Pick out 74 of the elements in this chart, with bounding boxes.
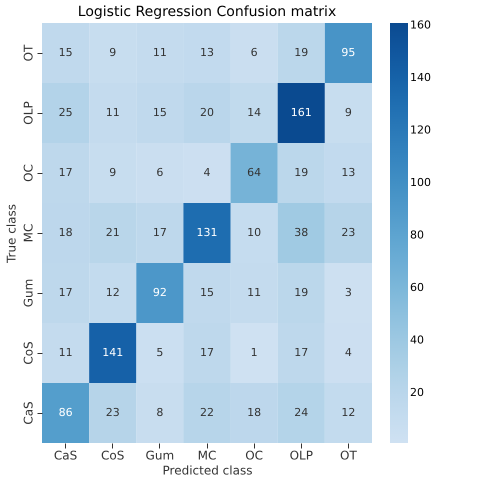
data-label: 38 [294, 226, 308, 239]
color-bar-label: 160 [410, 18, 431, 32]
x-tick-label: CoS [101, 448, 124, 462]
x-tick-label: OLP [290, 448, 313, 462]
data-label: 10 [247, 226, 262, 239]
data-label: 21 [106, 226, 120, 239]
x-tick-label: MC [198, 448, 216, 462]
x-tick-label: OT [340, 448, 358, 462]
color-bar-label: 60 [410, 281, 424, 294]
data-label: 18 [247, 406, 262, 419]
y-axis-title: True class [4, 204, 18, 264]
color-bar-label: 20 [410, 386, 424, 400]
data-label: 12 [341, 406, 356, 419]
data-label: 141 [102, 346, 124, 359]
y-tick-label: MC [22, 224, 36, 242]
data-label: 4 [344, 346, 352, 359]
data-label: 13 [341, 166, 356, 179]
data-label: 5 [156, 346, 164, 359]
data-label: 95 [341, 46, 356, 59]
data-label: 11 [58, 346, 73, 359]
data-label: 17 [200, 346, 214, 359]
data-label: 19 [294, 286, 308, 299]
data-label: 11 [152, 46, 167, 59]
y-tick-label: OT [22, 44, 36, 62]
chart-title: Logistic Regression Confusion matrix [78, 4, 336, 20]
data-label: 13 [200, 46, 214, 59]
data-label: 14 [247, 106, 262, 119]
data-label: 131 [196, 226, 218, 239]
data-label: 86 [58, 406, 73, 419]
data-label: 8 [156, 406, 164, 419]
data-label: 11 [247, 286, 262, 299]
data-label: 22 [200, 406, 214, 419]
data-label: 15 [200, 286, 214, 299]
color-bar-label: 100 [410, 176, 431, 190]
y-tick-label: OLP [22, 101, 36, 125]
x-tick-label: CaS [54, 448, 78, 462]
data-label: 18 [58, 226, 73, 239]
data-label: 6 [250, 46, 258, 59]
data-label: 24 [294, 406, 308, 419]
data-label: 19 [294, 46, 308, 59]
data-label: 161 [290, 106, 312, 119]
color-bar-label: 120 [410, 124, 431, 137]
x-tick-label: Gum [146, 448, 174, 462]
y-tick-label: CoS [22, 341, 36, 365]
color-bar-label: 80 [410, 228, 424, 242]
data-label: 1 [250, 346, 258, 359]
data-label: 19 [294, 166, 308, 179]
data-label: 15 [58, 46, 73, 59]
data-label: 25 [58, 106, 73, 119]
data-label: 20 [200, 106, 214, 119]
data-label: 23 [106, 406, 120, 419]
data-label: 9 [109, 166, 116, 179]
x-axis-title: Predicted class [162, 464, 252, 478]
data-label: 12 [106, 286, 120, 299]
data-label: 17 [294, 346, 308, 359]
data-label: 4 [204, 166, 210, 179]
x-tick-label: OC [245, 448, 264, 462]
color-bar-label: 40 [410, 334, 424, 347]
data-label: 17 [58, 286, 73, 299]
color-bar-label: 140 [410, 71, 431, 84]
data-label: 15 [152, 106, 167, 119]
data-label: 9 [109, 46, 116, 59]
data-label: 92 [152, 286, 167, 299]
data-label: 9 [344, 106, 352, 119]
y-tick-label: Gum [22, 278, 36, 308]
y-tick-label: OC [22, 164, 36, 182]
data-label: 17 [58, 166, 73, 179]
data-label: 23 [341, 226, 356, 239]
data-label: 6 [156, 166, 164, 179]
data-label: 17 [152, 226, 167, 239]
data-label: 11 [106, 106, 120, 119]
y-tick-label: CaS [22, 401, 36, 425]
data-label: 64 [247, 166, 262, 179]
data-label: 3 [344, 286, 352, 299]
